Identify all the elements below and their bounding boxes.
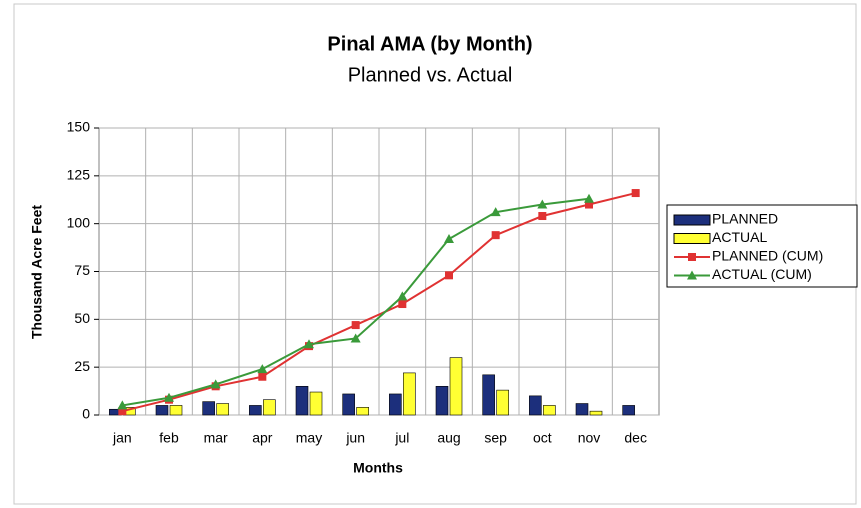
line-marker xyxy=(258,372,267,381)
legend-label: PLANNED xyxy=(712,211,778,227)
y-tick-label: 25 xyxy=(74,358,90,374)
line-marker xyxy=(350,333,361,343)
bar xyxy=(529,395,542,416)
line xyxy=(122,192,636,413)
line-marker xyxy=(631,189,640,198)
x-tick-label: aug xyxy=(437,430,460,446)
line-marker xyxy=(398,300,407,309)
line-marker xyxy=(257,364,268,374)
chart-subtitle: Planned vs. Actual xyxy=(348,64,513,86)
bar xyxy=(295,385,309,416)
line-marker xyxy=(585,200,593,209)
bar xyxy=(589,410,603,416)
bar xyxy=(435,385,449,416)
legend-label: ACTUAL xyxy=(712,229,767,245)
x-tick-label: jan xyxy=(112,430,132,446)
x-tick-label: nov xyxy=(578,430,601,446)
legend-marker xyxy=(688,253,696,261)
x-tick-label: feb xyxy=(159,430,179,446)
legend-label: PLANNED (CUM) xyxy=(712,248,823,264)
chart-title: Pinal AMA (by Month) xyxy=(327,33,532,55)
legend-swatch xyxy=(673,233,711,244)
line-marker xyxy=(118,407,127,416)
bar xyxy=(155,405,169,416)
x-axis-label: Months xyxy=(353,460,403,476)
bar xyxy=(309,391,323,416)
y-tick-label: 50 xyxy=(74,310,90,326)
line-marker xyxy=(538,212,547,221)
x-tick-label: oct xyxy=(533,430,552,446)
line-marker xyxy=(351,321,360,330)
bar xyxy=(202,401,215,416)
bar xyxy=(389,393,402,416)
x-tick-label: jun xyxy=(345,430,365,446)
legend-swatch xyxy=(673,214,711,226)
bar xyxy=(449,357,463,416)
x-tick-label: dec xyxy=(624,430,647,446)
bar xyxy=(342,393,355,416)
legend-marker xyxy=(687,270,697,280)
x-tick-label: sep xyxy=(484,430,507,446)
bar xyxy=(496,389,509,416)
y-tick-label: 125 xyxy=(67,167,91,183)
bar xyxy=(169,405,183,416)
line-marker xyxy=(444,233,454,243)
line-marker xyxy=(397,291,408,301)
x-tick-label: may xyxy=(296,430,322,446)
x-tick-label: mar xyxy=(204,430,228,446)
line-marker xyxy=(584,193,594,203)
bar xyxy=(482,374,495,416)
line-marker xyxy=(445,271,453,280)
bar xyxy=(403,372,416,416)
x-tick-label: apr xyxy=(252,430,273,446)
line-marker xyxy=(164,392,174,402)
bar xyxy=(356,407,369,416)
x-tick-label: jul xyxy=(394,430,409,446)
bar xyxy=(543,405,556,416)
line-marker xyxy=(210,379,221,389)
bar xyxy=(575,403,589,416)
bar xyxy=(263,399,276,416)
line-marker xyxy=(490,207,501,217)
bar xyxy=(249,405,262,416)
line-marker xyxy=(117,400,128,410)
bar xyxy=(216,403,229,416)
legend-label: ACTUAL (CUM) xyxy=(712,266,812,282)
line-marker xyxy=(491,231,500,240)
line-marker xyxy=(537,199,548,209)
y-axis-label: Thousand Acre Feet xyxy=(29,205,45,339)
y-tick-label: 150 xyxy=(67,119,91,135)
bar xyxy=(622,405,635,416)
line-marker xyxy=(304,339,314,349)
y-tick-label: 100 xyxy=(67,214,91,230)
y-tick-label: 0 xyxy=(82,406,90,422)
y-tick-label: 75 xyxy=(74,262,90,278)
